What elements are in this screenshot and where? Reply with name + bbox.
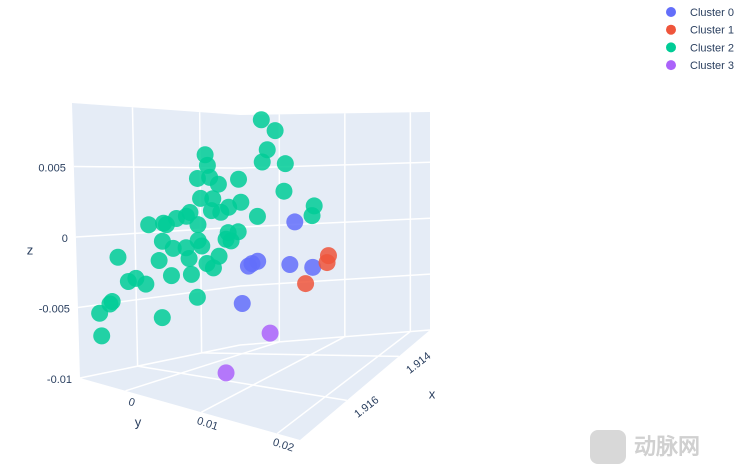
legend-label: Cluster 3 [690, 60, 734, 72]
z-tick-label: -0.01 [47, 374, 72, 386]
point [188, 288, 206, 306]
point [318, 254, 336, 272]
point [217, 364, 235, 382]
point [182, 265, 200, 283]
point [266, 122, 284, 140]
z-tick-label: 0.005 [38, 162, 66, 174]
point [204, 259, 222, 277]
point [233, 294, 251, 312]
point [261, 324, 279, 342]
point [252, 111, 270, 129]
point [127, 269, 145, 287]
x-axis-title: x [429, 386, 436, 401]
point [232, 193, 250, 211]
scene: -0.01 -0.005 0 0.005 0 0.01 0.02 1.914 1.916 [38, 103, 433, 455]
point [275, 182, 293, 200]
point [140, 216, 158, 234]
watermark-logo [590, 430, 626, 464]
x-tick-label: 1.914 [404, 350, 433, 376]
y-tick-label: 0.01 [195, 415, 219, 433]
grid-line [125, 341, 280, 392]
point [230, 170, 248, 188]
legend-marker [666, 7, 676, 17]
legend-marker [666, 60, 676, 71]
point [209, 175, 227, 193]
point [192, 189, 210, 207]
point [281, 256, 299, 274]
grid-line [137, 365, 347, 402]
point [188, 169, 206, 187]
point [286, 213, 304, 231]
z-tick-label: 0 [62, 233, 68, 245]
legend-label: Cluster 1 [690, 25, 734, 37]
grid-line [201, 352, 399, 358]
z-tick-label: -0.005 [39, 303, 70, 315]
legend-marker [666, 42, 676, 53]
point [164, 239, 182, 257]
point [153, 309, 171, 327]
point [222, 232, 240, 250]
y-tick-label: 0.02 [271, 436, 295, 454]
grid-line [131, 107, 139, 367]
point [193, 237, 211, 255]
point [150, 252, 168, 270]
point [297, 275, 315, 293]
watermark: 动脉网 [590, 430, 700, 464]
z-axis-title: z [27, 242, 34, 257]
watermark-text: 动脉网 [634, 434, 700, 459]
y-axis-title: y [135, 414, 142, 429]
point [212, 203, 230, 221]
point [276, 155, 294, 173]
grid-line [239, 217, 431, 228]
point [93, 327, 111, 345]
grid-line [239, 329, 431, 346]
point [177, 207, 195, 225]
legend-label: Cluster 0 [690, 7, 734, 19]
point [303, 207, 321, 225]
point [239, 257, 257, 275]
legend: Cluster 0 Cluster 1 Cluster 2 Cluster 3 [666, 7, 734, 72]
grid-line [75, 226, 241, 238]
legend-marker [666, 24, 676, 35]
point [91, 304, 109, 322]
grid-line [201, 336, 346, 413]
legend-label: Cluster 2 [690, 42, 734, 54]
point [304, 258, 322, 276]
point [157, 216, 175, 234]
x-tick-label: 1.916 [352, 394, 381, 420]
point [180, 249, 198, 267]
point [248, 207, 266, 225]
point [253, 153, 271, 171]
grid-line [239, 273, 431, 287]
point [109, 248, 127, 266]
grid-line [239, 161, 431, 169]
grid-line [276, 330, 411, 435]
point [162, 267, 180, 285]
y-tick-label: 0 [127, 396, 137, 409]
grid-line [79, 344, 241, 379]
